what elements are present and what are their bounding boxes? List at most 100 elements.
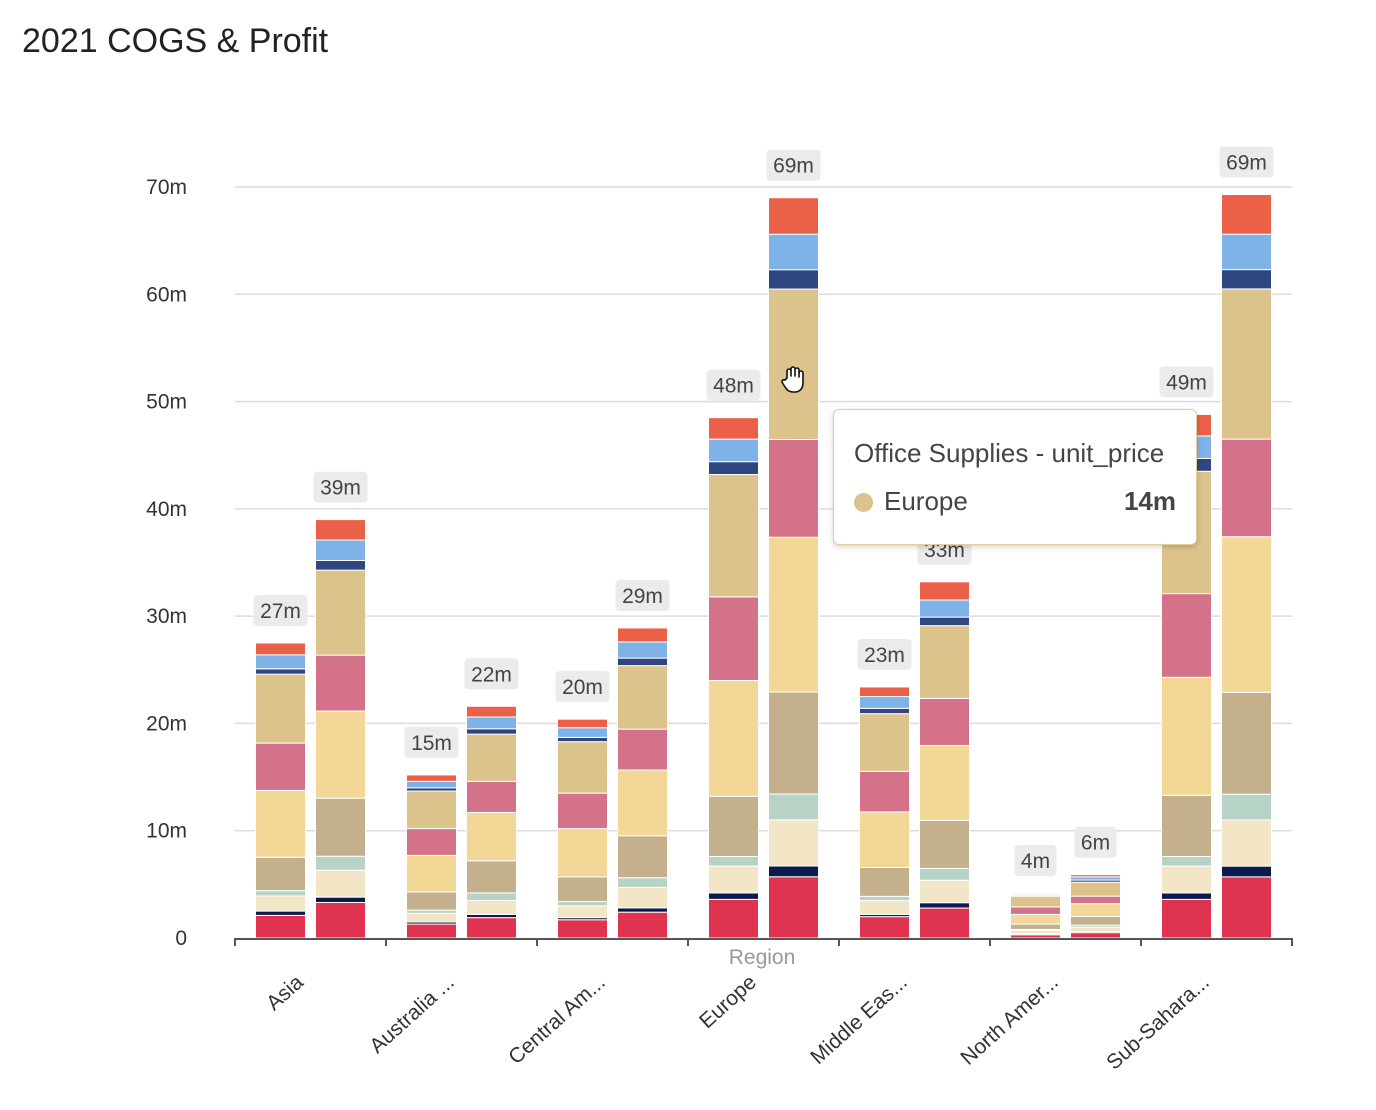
bar-segment [1161,855,1212,867]
tooltip-series-name: Europe [884,486,968,516]
bar-segment [617,886,668,909]
bar-segment [859,707,910,715]
bar-segment [557,905,608,919]
bar-segment [708,865,759,894]
data-label: 23m [864,644,905,667]
bar-segment [466,892,517,901]
bar-segment [406,891,457,911]
bar-segment [255,654,306,670]
bar-segment [1070,903,1121,918]
bar-segment [1161,865,1212,894]
tooltip-series-dot [854,493,873,512]
bar-segment [617,728,668,771]
bar-segment [919,744,970,821]
bar-segment [708,680,759,797]
x-tick-label: Europe [695,971,761,1033]
bar-segment [1161,892,1212,900]
bar-segment [919,697,970,746]
bar-segment [768,819,819,867]
bar-segment [466,728,517,735]
bar-segment [708,474,759,598]
chart-tooltip: Office Supplies - unit_price Europe 14m [833,409,1197,545]
bar-segment [919,625,970,699]
bar-segment [617,657,668,667]
bar-segment [708,892,759,900]
bar-segment [919,867,970,881]
bar-segment [1161,898,1212,939]
bar-segment [919,599,970,618]
bar-segment [406,780,457,789]
data-label: 4m [1021,850,1050,873]
bar-segment [466,899,517,915]
bar-segment [617,835,668,879]
data-label: 49m [1166,371,1207,394]
bar-segment [1070,916,1121,926]
bar-segment [1010,895,1061,908]
bar-segment [557,727,608,738]
y-tick-label: 10m [146,820,187,843]
data-label-bg [464,658,519,690]
bar-segment [1221,438,1272,538]
data-label: 69m [773,155,814,178]
bar-segment [1221,194,1272,235]
bar-segment [768,691,819,795]
x-tick-label: Australia ... [365,971,458,1058]
data-label-bg [1074,826,1117,858]
bar-segment [1010,892,1061,895]
bar-segment [315,855,366,871]
data-label: 29m [622,585,663,608]
y-axis: 0 10m 20m 30m 40m 50m 60m 70m [146,176,187,950]
data-label-bg [857,638,912,670]
bar-segment [315,569,366,656]
bar-segment [315,519,366,541]
y-tick-label: 0 [175,927,187,950]
bar-segment [466,860,517,894]
data-label: 39m [320,477,361,500]
bar-segment [1161,593,1212,678]
bar-segment [255,910,306,916]
bar-segment [617,907,668,913]
bar-segment [919,907,970,939]
data-label-bg [404,726,459,758]
bar-segment [1221,233,1272,271]
y-tick-label: 30m [146,605,187,628]
grab-hand-icon [781,366,804,393]
bar-segment [768,876,819,939]
bar-segment [1221,865,1272,878]
bar-segment [859,811,910,868]
bar-segment [859,895,910,902]
bar-segment [466,716,517,730]
bar-segment [315,710,366,799]
bar-segment [466,705,517,718]
data-label-bg [1159,366,1214,398]
bar-segment [919,819,970,869]
bar-segment [859,900,910,915]
bar-segment [315,797,366,857]
bar-segment [557,741,608,794]
bar-segment [617,877,668,888]
bar-segment [1070,932,1121,939]
y-tick-label: 20m [146,712,187,735]
data-label: 6m [1081,832,1110,855]
bar-segment [708,461,759,476]
bar-segment [617,769,668,837]
bar-segment [919,616,970,627]
bar-segment [557,828,608,878]
bar-segment [255,890,306,897]
bar-segment [557,718,608,729]
data-label-bg [555,671,610,703]
x-tick-label: North Amer... [956,971,1062,1070]
bar-segment [1070,895,1121,905]
data-label-bg [706,369,761,401]
tooltip-title: Office Supplies - unit_price [854,438,1165,468]
data-label: 69m [1226,152,1267,175]
bar-segment [859,696,910,709]
bar-segment [1161,676,1212,796]
bar-segment [859,916,910,939]
bar-segment [1070,874,1121,878]
bar-segment [315,869,366,898]
bar-segment [859,713,910,772]
bar-segment [708,855,759,867]
